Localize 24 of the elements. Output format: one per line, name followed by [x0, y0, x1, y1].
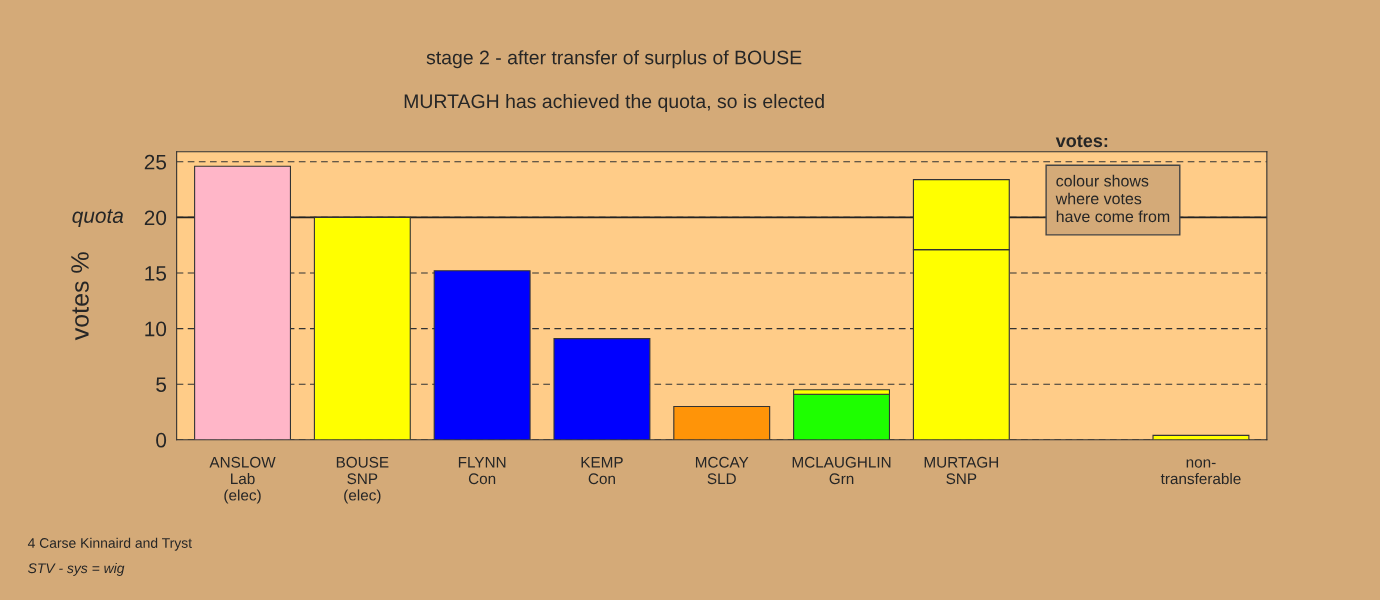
x-tick-label: MCLAUGHLIN Grn	[792, 456, 891, 485]
annotation: colour shows where votes have come from	[1055, 174, 1170, 223]
y-tick-label: 25	[144, 154, 167, 170]
x-tick-label: KEMP Con	[581, 457, 623, 485]
x-tick-label: ANSLOW Lab (elec)	[209, 456, 276, 504]
y-tick-label: 10	[145, 321, 167, 337]
bar	[673, 405, 771, 440]
y-tick-label: 15	[145, 266, 167, 281]
bar	[793, 393, 891, 440]
y-tick-label: 5	[156, 377, 167, 392]
y-axis-title: votes %	[71, 252, 89, 341]
text: STV - sys = wig	[27, 562, 125, 576]
text: 4 Carse Kinnaird and Tryst	[27, 537, 192, 551]
x-tick-label: MCCAY SLD	[695, 456, 749, 485]
y-tick-label: 0	[156, 432, 167, 448]
ref-line-label: quota	[72, 209, 124, 228]
x-tick-label: FLYNN Con	[458, 457, 506, 485]
chart-subtitle: MURTAGH has achieved the quota, so is elected	[404, 93, 824, 113]
y-tick-label: 20	[144, 210, 167, 226]
x-tick-label: non- transferable	[1160, 459, 1241, 485]
chart-title: stage 2 - after transfer of surplus of BOUSE	[426, 50, 802, 69]
x-tick-label: MURTAGH SNP	[924, 456, 999, 485]
text: votes:	[1055, 135, 1108, 148]
x-tick-label: BOUSE SNP (elec)	[336, 456, 389, 504]
